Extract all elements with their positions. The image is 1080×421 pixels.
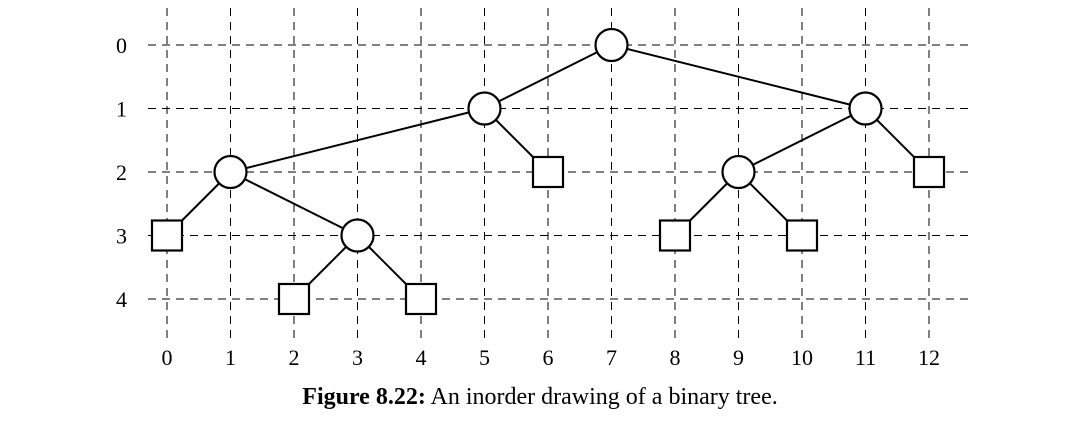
x-tick-label: 9: [733, 345, 744, 370]
external-node: [150, 219, 184, 252]
figure-caption: Figure 8.22: An inorder drawing of a bin…: [0, 384, 1080, 411]
tree-edge: [230, 171, 358, 237]
external-node: [658, 219, 692, 252]
tree-nodes: [150, 27, 946, 316]
internal-node: [467, 91, 502, 126]
internal-node: [594, 27, 629, 63]
external-node: [785, 219, 819, 252]
x-tick-label: 8: [670, 345, 681, 370]
internal-node: [721, 154, 756, 190]
y-tick-label: 1: [116, 97, 127, 122]
tree-edge: [611, 44, 866, 110]
x-tick-label: 11: [855, 345, 876, 370]
x-tick-label: 6: [543, 345, 554, 370]
x-tick-label: 3: [352, 345, 363, 370]
tree-edge: [484, 44, 612, 110]
external-node: [912, 155, 946, 189]
external-node: [277, 282, 311, 316]
internal-node: [848, 91, 883, 126]
external-node: [531, 155, 565, 189]
internal-node: [340, 218, 375, 253]
tree-edge: [230, 107, 485, 173]
caption-label: Figure 8.22:: [302, 384, 426, 410]
x-tick-label: 12: [918, 345, 940, 370]
external-node: [404, 282, 438, 316]
caption-text: An inorder drawing of a binary tree.: [430, 384, 778, 410]
x-tick-label: 7: [606, 345, 617, 370]
tree-edge: [738, 107, 866, 173]
x-tick-label: 4: [416, 345, 427, 370]
x-tick-label: 1: [225, 345, 236, 370]
internal-node: [213, 154, 248, 190]
y-tick-label: 2: [116, 160, 127, 185]
y-tick-label: 3: [116, 224, 127, 249]
x-tick-label: 2: [289, 345, 300, 370]
y-tick-label: 4: [116, 287, 127, 312]
y-tick-label: 0: [116, 33, 127, 58]
x-tick-label: 0: [162, 345, 173, 370]
x-tick-label: 5: [479, 345, 490, 370]
x-tick-label: 10: [791, 345, 813, 370]
